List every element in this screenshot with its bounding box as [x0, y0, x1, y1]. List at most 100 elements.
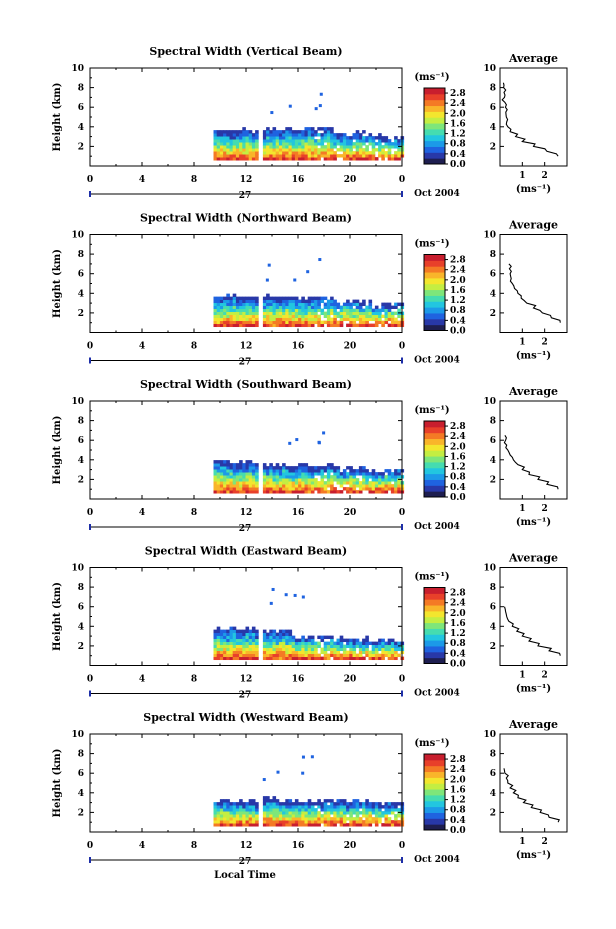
- colorbar-swatch: [424, 444, 445, 451]
- colorbar-swatch: [424, 324, 445, 331]
- average-x-title: (ms⁻¹): [516, 351, 551, 362]
- colorbar-swatch: [424, 473, 445, 480]
- colorbar-tick: 2.8: [450, 89, 466, 99]
- colorbar-swatch: [424, 272, 445, 279]
- y-tick-label: 2: [78, 309, 84, 319]
- x-tick-label: 12: [240, 841, 253, 851]
- colorbar-swatch: [424, 628, 445, 635]
- average-y-tick: 6: [490, 270, 496, 280]
- colorbar-swatch: [424, 266, 445, 273]
- colorbar-swatch: [424, 765, 445, 773]
- x-tick-label: 12: [240, 675, 253, 685]
- average-y-tick: 6: [490, 603, 496, 613]
- colorbar-swatch: [424, 783, 445, 790]
- y-tick-label: 6: [78, 436, 84, 446]
- average-profile-line: [503, 768, 560, 823]
- colorbar-swatch: [424, 491, 445, 498]
- colorbar-tick: 2.4: [450, 599, 466, 609]
- x-tick-label: 16: [292, 342, 305, 352]
- colorbar-tick: 0.0: [450, 826, 466, 836]
- y-tick-label: 8: [78, 750, 84, 760]
- colorbar-swatch: [424, 651, 445, 659]
- panel-1: Spectral Width (Northward Beam)246810Hei…: [52, 212, 568, 368]
- colorbar-swatch: [424, 812, 445, 819]
- y-tick-label: 10: [71, 231, 84, 241]
- y-tick-label: 4: [78, 289, 84, 299]
- x-tick-label: 4: [139, 175, 145, 185]
- colorbar-tick: 1.2: [450, 296, 466, 306]
- panel-2: Spectral Width (Southward Beam)246810Hei…: [52, 378, 568, 534]
- average-x-tick: 2: [542, 171, 548, 181]
- y-tick-label: 4: [78, 622, 84, 632]
- x-tick-label: 12: [240, 175, 253, 185]
- average-title: Average: [508, 52, 558, 65]
- colorbar-frame: [423, 420, 446, 498]
- colorbar-swatch: [424, 610, 445, 618]
- y-axis-title: Height (km): [52, 749, 63, 818]
- colorbar-tick: 0.8: [450, 639, 466, 649]
- colorbar-swatch: [424, 158, 445, 165]
- panel-title: Spectral Width (Northward Beam): [140, 212, 352, 225]
- y-tick-label: 10: [71, 730, 84, 740]
- colorbar-frame: [423, 587, 446, 664]
- average-x-tick: 2: [542, 837, 548, 847]
- y-tick-label: 6: [78, 769, 84, 779]
- colorbar-swatch: [424, 657, 445, 664]
- colorbar-swatch: [424, 605, 445, 612]
- colorbar-swatch: [424, 93, 445, 101]
- x-tick-label: 20: [344, 841, 357, 851]
- average-y-tick: 2: [490, 142, 496, 152]
- average-x-tick: 1: [519, 504, 525, 514]
- average-profile-line: [503, 435, 559, 490]
- average-y-tick: 10: [483, 564, 496, 574]
- y-tick-label: 6: [78, 270, 84, 280]
- average-y-tick: 4: [490, 456, 496, 466]
- colorbar-tick: 0.4: [450, 150, 466, 160]
- colorbar-label: (ms⁻¹): [414, 572, 449, 583]
- colorbar-tick: 0.8: [450, 473, 466, 483]
- colorbar-tick: 2.0: [450, 609, 466, 619]
- x-tick-label: 0: [399, 841, 405, 851]
- y-tick-label: 4: [78, 456, 84, 466]
- panel-title: Spectral Width (Southward Beam): [140, 378, 352, 391]
- colorbar-tick: 2.0: [450, 442, 466, 452]
- average-x-title: (ms⁻¹): [516, 850, 551, 861]
- y-tick-label: 8: [78, 250, 84, 260]
- colorbar-swatch: [424, 432, 445, 440]
- colorbar-tick: 0.8: [450, 140, 466, 150]
- colorbar-swatch: [424, 146, 445, 153]
- colorbar-swatch: [424, 824, 445, 831]
- colorbar-frame: [423, 753, 446, 831]
- average-title: Average: [508, 385, 558, 398]
- colorbar-tick: 0.0: [450, 327, 466, 337]
- spectral-width-field: [213, 755, 405, 827]
- colorbar-frame: [423, 87, 446, 165]
- average-frame: [499, 733, 568, 833]
- colorbar-tick: 0.0: [450, 660, 466, 670]
- x-tick-label: 0: [87, 841, 93, 851]
- colorbar-label: (ms⁻¹): [414, 405, 449, 416]
- colorbar-tick: 1.2: [450, 796, 466, 806]
- date-label: Oct 2004: [414, 189, 460, 199]
- date-label: Oct 2004: [414, 689, 460, 699]
- average-y-tick: 10: [483, 64, 496, 74]
- average-y-tick: 8: [490, 250, 496, 260]
- panel-title: Spectral Width (Westward Beam): [143, 711, 348, 724]
- x-tick-label: 16: [292, 675, 305, 685]
- colorbar-tick: 1.6: [450, 119, 466, 129]
- average-y-tick: 4: [490, 123, 496, 133]
- average-title: Average: [508, 552, 558, 565]
- x-tick-label: 12: [240, 342, 253, 352]
- x-tick-label: 0: [399, 675, 405, 685]
- x-tick-label: 4: [139, 841, 145, 851]
- average-x-tick: 2: [542, 504, 548, 514]
- y-tick-label: 2: [78, 475, 84, 485]
- colorbar-swatch: [424, 771, 445, 778]
- colorbar-tick: 1.6: [450, 286, 466, 296]
- colorbar-tick: 2.0: [450, 276, 466, 286]
- average-title: Average: [508, 718, 558, 731]
- panel-title: Spectral Width (Vertical Beam): [149, 45, 342, 58]
- y-tick-label: 4: [78, 123, 84, 133]
- date-label: Oct 2004: [414, 522, 460, 532]
- x-tick-label: 16: [292, 841, 305, 851]
